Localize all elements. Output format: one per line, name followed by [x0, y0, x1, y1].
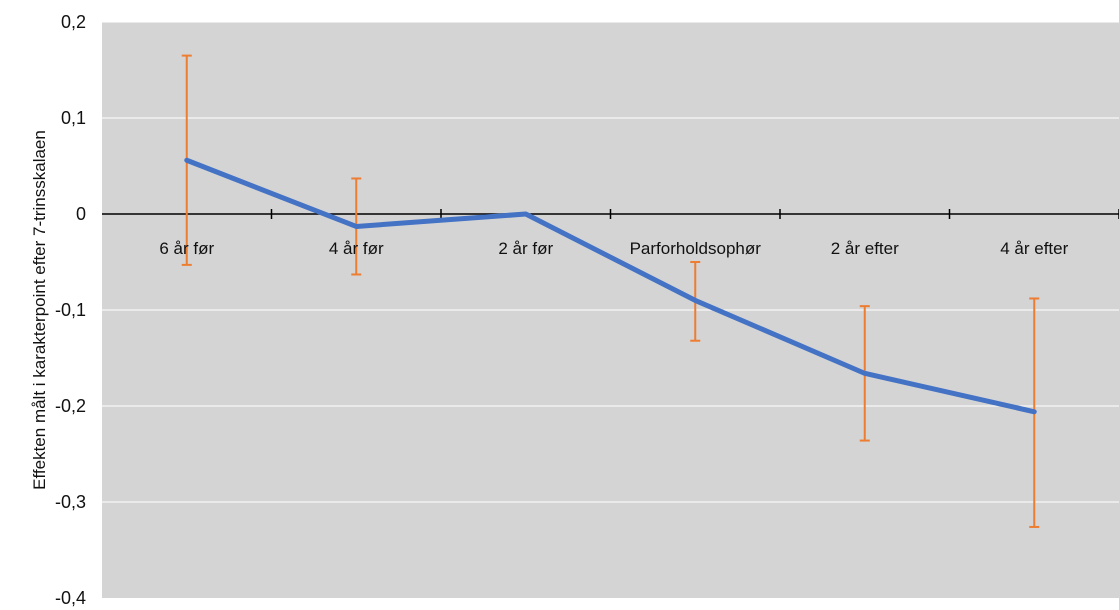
y-tick-label: 0,2 — [61, 12, 86, 32]
x-category-label: Parforholdsophør — [630, 239, 762, 258]
x-category-label: 4 år før — [329, 239, 384, 258]
x-category-label: 2 år efter — [831, 239, 899, 258]
y-tick-label: 0,1 — [61, 108, 86, 128]
y-tick-label: -0,4 — [55, 588, 86, 608]
y-tick-label: -0,1 — [55, 300, 86, 320]
x-category-labels: 6 år før 4 år før 2 år før Parforholdsophør… — [159, 239, 1068, 258]
y-axis-title: Effekten målt i karakterpoint efter 7-tr… — [30, 130, 49, 490]
series-line — [184, 157, 1037, 415]
y-tick-label: -0,2 — [55, 396, 86, 416]
x-category-label: 2 år før — [498, 239, 553, 258]
x-axis-ticks — [270, 209, 1119, 219]
y-tick-label: -0,3 — [55, 492, 86, 512]
y-tick-labels: 0,2 0,1 0 -0,1 -0,2 -0,3 -0,4 — [55, 12, 86, 608]
y-tick-label: 0 — [76, 204, 86, 224]
x-category-label: 6 år før — [159, 239, 214, 258]
gridlines — [102, 21, 1119, 503]
x-category-label: 4 år efter — [1000, 239, 1068, 258]
